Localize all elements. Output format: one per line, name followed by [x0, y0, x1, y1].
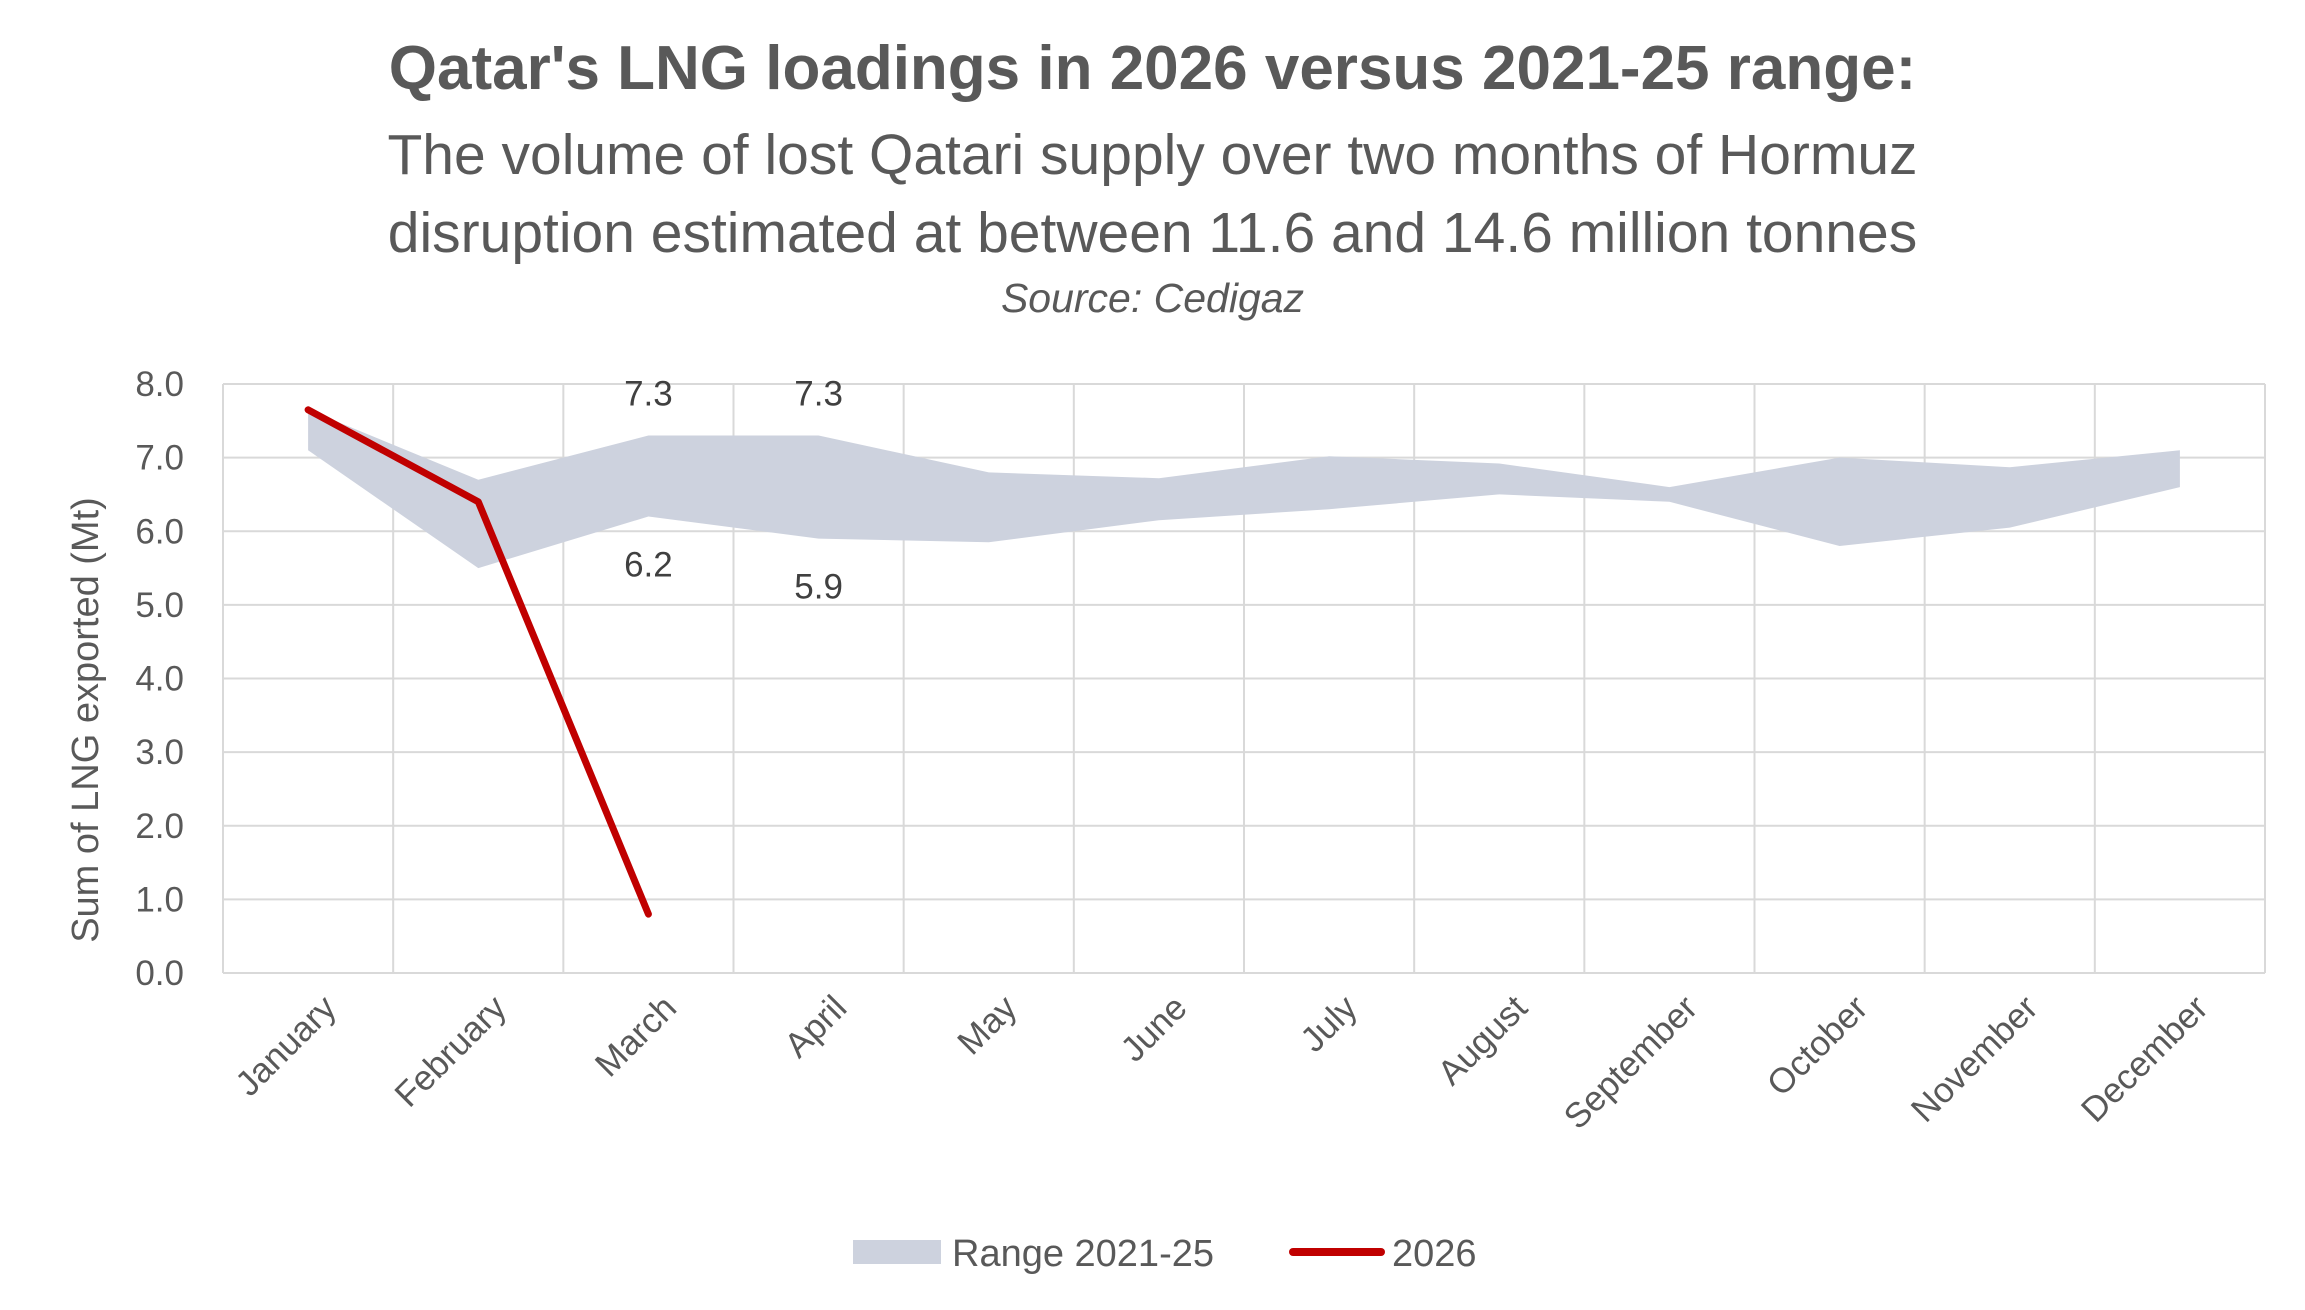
x-tick-label: January [228, 988, 344, 1104]
chart-subtitle-line-1: The volume of lost Qatari supply over tw… [387, 123, 1918, 187]
line-2026 [304, 406, 652, 918]
legend-label-2026: 2026 [1392, 1233, 1477, 1275]
y-tick-label: 0.0 [135, 954, 184, 993]
y-tick-labels: 0.0 1.0 2.0 3.0 4.0 5.0 6.0 7.0 8.0 [135, 365, 184, 993]
x-tick-labels: January February March April May June July Augu… [228, 988, 2216, 1137]
legend: Range 2021-25 2026 [853, 1233, 1477, 1275]
y-tick-label: 3.0 [135, 733, 184, 772]
y-tick-label: 8.0 [135, 365, 184, 404]
y-tick-label: 6.0 [135, 512, 184, 551]
x-tick-label: April [777, 988, 854, 1065]
data-label: 7.3 [794, 375, 843, 414]
data-label: 5.9 [794, 568, 843, 607]
range-band-layer [308, 409, 2180, 569]
line-series-layer [304, 406, 652, 918]
y-tick-label: 4.0 [135, 660, 184, 699]
x-tick-label: October [1760, 988, 1876, 1104]
data-label: 6.2 [624, 546, 673, 585]
y-tick-label: 5.0 [135, 586, 184, 625]
chart-source: Source: Cedigaz [1000, 275, 1305, 321]
chart-subtitle-line-2: disruption estimated at between 11.6 and… [387, 201, 1918, 265]
data-label: 7.3 [624, 375, 673, 414]
x-tick-label: June [1113, 988, 1194, 1069]
x-tick-label: March [588, 988, 684, 1084]
chart-title: Qatar's LNG loadings in 2026 versus 2021… [388, 34, 1917, 103]
x-tick-label: February [387, 988, 514, 1115]
y-tick-label: 7.0 [135, 439, 184, 478]
x-tick-label: November [1904, 988, 2046, 1130]
x-tick-label: May [950, 988, 1025, 1063]
x-tick-label: September [1556, 988, 1705, 1137]
y-tick-label: 1.0 [135, 880, 184, 919]
data-labels: 7.3 7.3 6.2 5.9 [624, 375, 843, 607]
y-axis-title: Sum of LNG exported (Mt) [65, 497, 107, 943]
x-tick-label: July [1293, 988, 1365, 1060]
x-tick-label: August [1430, 988, 1535, 1093]
legend-label-range: Range 2021-25 [952, 1233, 1214, 1275]
y-tick-label: 2.0 [135, 807, 184, 846]
legend-swatch-range [853, 1240, 941, 1264]
range-band-2021-25 [308, 409, 2180, 569]
x-tick-label: December [2074, 988, 2216, 1130]
